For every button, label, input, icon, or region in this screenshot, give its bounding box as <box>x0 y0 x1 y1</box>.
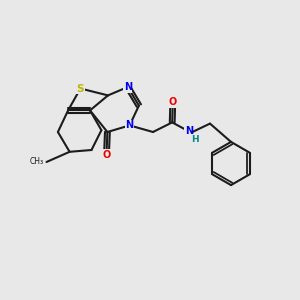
Text: S: S <box>77 83 84 94</box>
Text: N: N <box>124 82 132 92</box>
Text: CH₃: CH₃ <box>29 158 44 166</box>
Text: H: H <box>191 135 199 144</box>
Text: O: O <box>102 149 111 160</box>
Text: N: N <box>125 120 134 130</box>
Text: N: N <box>184 126 193 136</box>
Text: O: O <box>169 97 177 107</box>
